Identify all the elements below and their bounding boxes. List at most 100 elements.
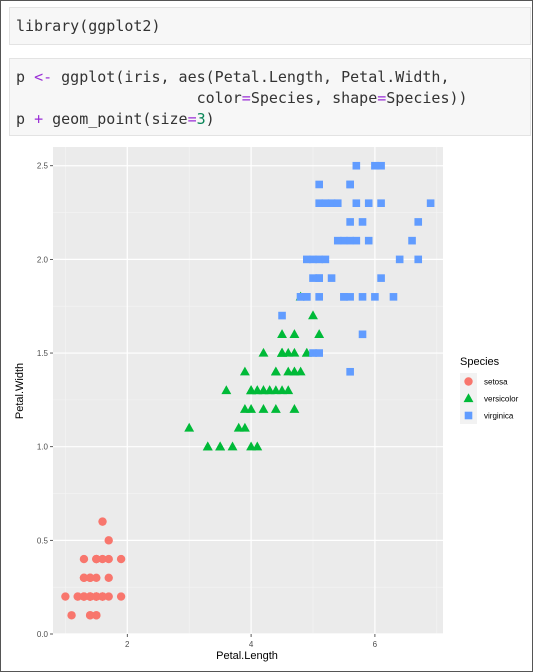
virginica-point xyxy=(358,218,367,226)
axis-ticks: 2 4 6 0.0 0.5 1.0 1.5 2.0 2.5 xyxy=(37,162,378,649)
virginica-point xyxy=(315,199,323,207)
setosa-point xyxy=(98,554,107,564)
versicolor-point xyxy=(239,404,250,413)
virginica-point xyxy=(358,330,367,339)
versicolor-point xyxy=(295,366,306,376)
virginica-point xyxy=(346,218,354,226)
code-token: p xyxy=(16,68,35,86)
code-line: library(ggplot2) xyxy=(16,16,524,37)
versicolor-point xyxy=(239,422,250,432)
x-tick-label: 6 xyxy=(373,640,378,649)
code-line: color=Species, shape=Species)) xyxy=(16,88,524,109)
setosa-point xyxy=(104,554,113,564)
virginica-point xyxy=(414,218,423,226)
versicolor-point xyxy=(264,385,275,395)
versicolor-point xyxy=(270,404,281,413)
code-token: = xyxy=(377,89,387,107)
virginica-point xyxy=(327,274,336,282)
virginica-point xyxy=(395,255,404,264)
data-points xyxy=(61,161,435,620)
legend-key-setosa xyxy=(464,377,473,386)
x-tick-label: 2 xyxy=(125,640,130,649)
versicolor-point xyxy=(202,441,213,451)
virginica-point xyxy=(352,236,361,245)
virginica-point xyxy=(426,199,435,207)
setosa-point xyxy=(61,592,70,601)
virginica-point xyxy=(315,180,323,189)
y-tick-label: 0.5 xyxy=(37,536,49,545)
virginica-point xyxy=(377,274,385,282)
virginica-point xyxy=(371,293,379,301)
virginica-point xyxy=(309,255,317,264)
legend-label-versicolor: versicolor xyxy=(484,395,519,404)
virginica-point xyxy=(352,199,361,207)
code-token: = xyxy=(187,110,197,128)
setosa-point xyxy=(92,554,101,564)
versicolor-point xyxy=(246,441,257,451)
versicolor-point xyxy=(289,347,300,357)
y-tick-label: 0.0 xyxy=(37,630,49,639)
virginica-point xyxy=(315,274,323,282)
setosa-point xyxy=(98,592,107,601)
virginica-point xyxy=(333,236,342,245)
minor-gridlines xyxy=(53,147,443,634)
virginica-point xyxy=(340,236,348,245)
code-token: geom_point(size xyxy=(43,110,188,128)
setosa-point xyxy=(104,573,113,583)
code-cell-ggplot[interactable]: p <- ggplot(iris, aes(Petal.Length, Peta… xyxy=(9,58,531,136)
y-tick-label: 1.0 xyxy=(37,443,49,452)
legend-title: Species xyxy=(460,356,500,368)
setosa-point xyxy=(79,554,89,564)
versicolor-point xyxy=(314,329,325,338)
virginica-point xyxy=(408,236,416,245)
versicolor-point xyxy=(233,422,244,432)
versicolor-point xyxy=(252,385,263,395)
virginica-point xyxy=(315,293,323,301)
virginica-point xyxy=(303,293,311,301)
major-gridlines xyxy=(53,147,443,635)
code-token: Species)) xyxy=(386,89,468,107)
versicolor-point xyxy=(227,441,238,451)
virginica-point xyxy=(296,293,305,301)
versicolor-point xyxy=(289,404,300,413)
versicolor-point xyxy=(277,329,287,338)
setosa-point xyxy=(116,554,126,564)
code-token: <- xyxy=(34,68,53,86)
virginica-point xyxy=(327,199,336,207)
y-axis-title: Petal.Width xyxy=(14,363,26,419)
setosa-point xyxy=(85,592,95,601)
x-axis-title: Petal.Length xyxy=(216,650,278,662)
code-cell-library[interactable]: library(ggplot2) xyxy=(9,7,531,45)
code-line: p <- ggplot(iris, aes(Petal.Length, Peta… xyxy=(16,67,524,88)
legend-label-setosa: setosa xyxy=(484,378,508,387)
y-tick-label: 1.5 xyxy=(37,349,49,358)
virginica-point xyxy=(364,236,373,245)
setosa-point xyxy=(73,592,82,601)
setosa-point xyxy=(104,592,113,601)
versicolor-point xyxy=(258,347,269,357)
setosa-point xyxy=(98,517,107,526)
versicolor-point xyxy=(246,404,257,413)
code-line: p + geom_point(size=3) xyxy=(16,109,524,130)
virginica-point xyxy=(371,161,379,170)
virginica-point xyxy=(303,255,311,264)
legend-label-virginica: virginica xyxy=(484,412,514,421)
versicolor-point xyxy=(283,385,294,395)
legend-key-virginica xyxy=(464,411,473,420)
versicolor-point xyxy=(239,366,250,376)
virginica-point xyxy=(358,293,367,301)
virginica-point xyxy=(346,367,354,376)
virginica-point xyxy=(414,255,423,264)
virginica-point xyxy=(377,161,385,170)
legend: Species setosa versicolor virginica xyxy=(460,356,519,424)
versicolor-point xyxy=(258,404,269,413)
y-tick-label: 2.0 xyxy=(37,255,49,264)
versicolor-point xyxy=(289,329,300,338)
setosa-point xyxy=(104,536,113,545)
versicolor-point xyxy=(221,385,232,395)
virginica-point xyxy=(346,293,354,301)
code-token: library(ggplot2) xyxy=(16,17,161,35)
versicolor-point xyxy=(308,310,318,320)
virginica-point xyxy=(364,199,373,207)
